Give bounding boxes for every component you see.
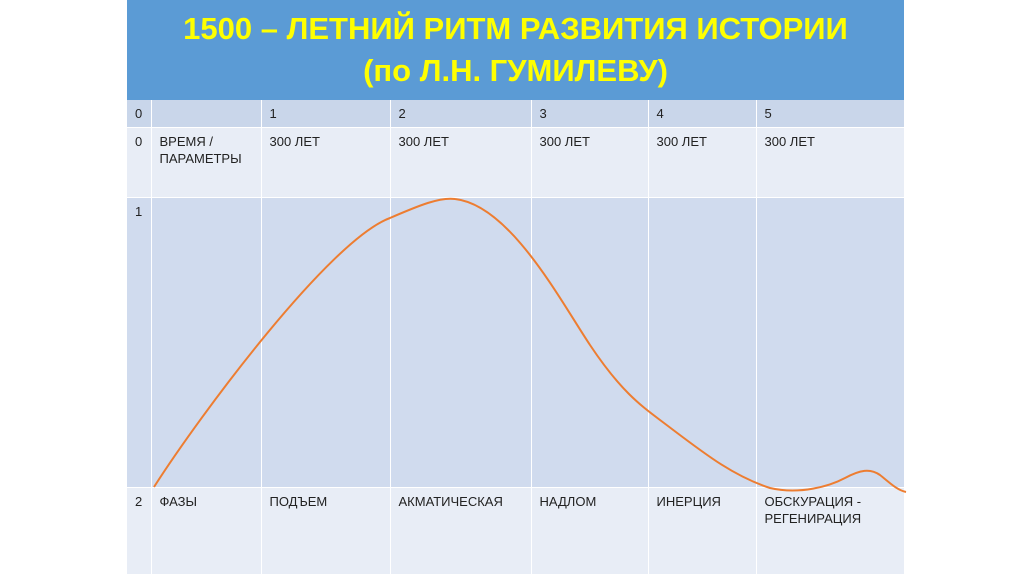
curve-cell bbox=[151, 197, 262, 488]
header-cell: 4 bbox=[648, 100, 757, 128]
phase-cell: ПОДЪЕМ bbox=[261, 487, 391, 575]
phase-cell: НАДЛОМ bbox=[531, 487, 649, 575]
time-label-line-1: ВРЕМЯ / bbox=[159, 133, 213, 149]
curve-cell bbox=[531, 197, 649, 488]
header-row: 0 1 2 3 4 5 bbox=[127, 100, 905, 128]
header-cell: 5 bbox=[756, 100, 905, 128]
curve-cell bbox=[261, 197, 391, 488]
row-index: 1 bbox=[127, 197, 152, 488]
slide-title-line-2: (по Л.Н. ГУМИЛЕВУ) bbox=[363, 53, 668, 88]
title-band: 1500 – ЛЕТНИЙ РИТМ РАЗВИТИЯ ИСТОРИИ (по … bbox=[127, 0, 904, 100]
time-cell: 300 ЛЕТ bbox=[531, 127, 649, 198]
header-cell: 2 bbox=[390, 100, 532, 128]
time-cell: 300 ЛЕТ bbox=[756, 127, 905, 198]
slide-title-line-1: 1500 – ЛЕТНИЙ РИТМ РАЗВИТИЯ ИСТОРИИ bbox=[183, 11, 848, 46]
row-index: 0 bbox=[127, 127, 152, 198]
phase-last-line-2: РЕГЕНИРАЦИЯ bbox=[764, 510, 862, 526]
phase-cell: ИНЕРЦИЯ bbox=[648, 487, 757, 575]
time-cell: 300 ЛЕТ bbox=[261, 127, 391, 198]
time-label-cell: ВРЕМЯ / ПАРАМЕТРЫ bbox=[151, 127, 262, 198]
phase-last-line-1: ОБСКУРАЦИЯ - bbox=[764, 493, 862, 509]
phase-row: 2 ФАЗЫ ПОДЪЕМ АКМАТИЧЕСКАЯ НАДЛОМ ИНЕРЦИ… bbox=[127, 487, 905, 575]
row-index: 2 bbox=[127, 487, 152, 575]
header-cell: 1 bbox=[261, 100, 391, 128]
phase-cell: ОБСКУРАЦИЯ - РЕГЕНИРАЦИЯ bbox=[756, 487, 905, 575]
time-row: 0 ВРЕМЯ / ПАРАМЕТРЫ 300 ЛЕТ 300 ЛЕТ 300 … bbox=[127, 127, 905, 198]
time-cell: 300 ЛЕТ bbox=[648, 127, 757, 198]
curve-cell bbox=[390, 197, 532, 488]
header-cell: 3 bbox=[531, 100, 649, 128]
curve-row: 1 bbox=[127, 197, 905, 488]
phase-cell: АКМАТИЧЕСКАЯ bbox=[390, 487, 532, 575]
curve-cell bbox=[648, 197, 757, 488]
header-cell bbox=[151, 100, 262, 128]
header-cell: 0 bbox=[127, 100, 152, 128]
curve-cell bbox=[756, 197, 905, 488]
time-label-line-2: ПАРАМЕТРЫ bbox=[159, 150, 242, 166]
rhythm-table: 0 1 2 3 4 5 0 ВРЕМЯ / ПАРАМЕТРЫ 300 ЛЕТ … bbox=[127, 100, 905, 575]
time-cell: 300 ЛЕТ bbox=[390, 127, 532, 198]
phase-label-cell: ФАЗЫ bbox=[151, 487, 262, 575]
